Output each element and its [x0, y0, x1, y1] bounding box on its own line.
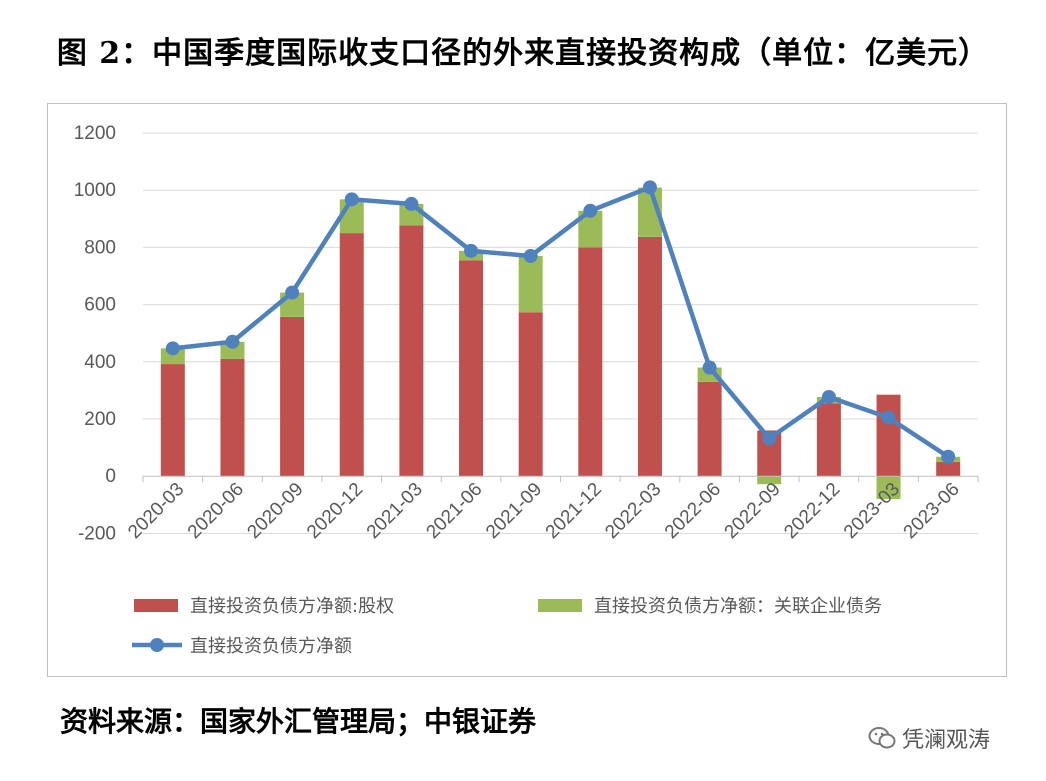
- y-tick-label: 800: [84, 237, 116, 258]
- bar: [518, 255, 543, 313]
- bar: [160, 348, 185, 365]
- bar: [876, 394, 901, 477]
- bar: [697, 381, 722, 477]
- y-tick-label: 0: [105, 466, 116, 487]
- bar: [936, 461, 961, 477]
- line-point: [285, 285, 300, 300]
- series-line: [172, 185, 950, 459]
- chart-svg: -2000200400600800100012002020-032020-062…: [74, 123, 979, 657]
- bar: [876, 476, 901, 500]
- y-tick-label: 400: [84, 352, 116, 373]
- line-point: [464, 243, 479, 258]
- chart-title: 图 2：中国季度国际收支口径的外来直接投资构成（单位：亿美元）: [56, 36, 990, 71]
- watermark-text: 凭澜观涛: [902, 728, 991, 753]
- bar: [160, 364, 185, 477]
- line-point: [642, 180, 657, 195]
- bar: [637, 236, 662, 477]
- bar: [220, 341, 245, 359]
- watermark: 凭澜观涛: [868, 722, 990, 754]
- legend-swatch: [538, 599, 582, 612]
- legend-swatch: [134, 599, 178, 612]
- wechat-icon: [868, 727, 896, 749]
- line-point: [404, 196, 419, 211]
- line-point: [225, 334, 240, 349]
- y-tick-label: 200: [84, 409, 116, 430]
- line-point: [881, 410, 896, 425]
- y-tick-label: 600: [84, 295, 116, 316]
- legend-label: 直接投资负债方净额：关联企业债务: [594, 596, 882, 617]
- bar: [757, 476, 782, 485]
- bar: [280, 316, 305, 477]
- line-point: [344, 192, 359, 207]
- bar: [339, 233, 364, 477]
- legend-label: 直接投资负债方净额: [190, 636, 352, 657]
- legend-label: 直接投资负债方净额:股权: [190, 596, 394, 617]
- bar: [459, 260, 484, 477]
- line-point: [702, 360, 717, 375]
- bar: [518, 312, 543, 477]
- bar: [578, 247, 603, 477]
- y-tick-label: -200: [78, 523, 116, 544]
- y-tick-label: 1000: [74, 180, 116, 201]
- line-point: [583, 203, 598, 218]
- legend-marker: [150, 638, 164, 652]
- line-point: [523, 248, 538, 263]
- line-point: [165, 341, 180, 356]
- line-point: [941, 449, 956, 464]
- bar: [220, 358, 245, 477]
- line-point: [821, 389, 836, 404]
- bar: [399, 225, 424, 477]
- line-point: [762, 431, 777, 446]
- y-tick-label: 1200: [74, 123, 116, 144]
- bar: [816, 403, 841, 477]
- chart-area: -200 0 200 400 600 800 1000 1200 2020-03 2020-06 2…: [47, 103, 1007, 677]
- source-note: 资料来源：国家外汇管理局；中银证券: [60, 705, 537, 738]
